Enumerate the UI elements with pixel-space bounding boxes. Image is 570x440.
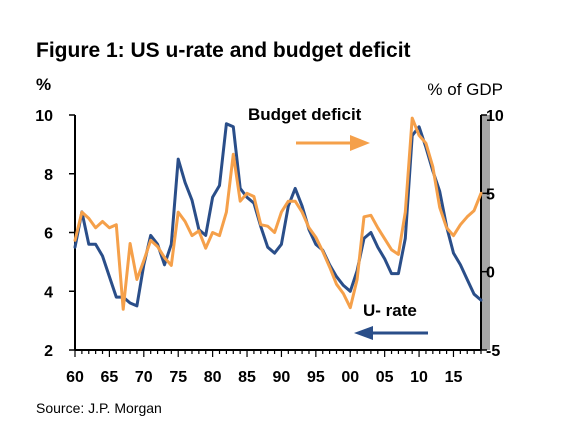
- left-tick-label: 2: [44, 343, 53, 360]
- annotation-budget-deficit-arrow: [296, 135, 370, 151]
- x-tick-label: 00: [341, 369, 359, 386]
- annotation-u-rate-arrow: [354, 326, 428, 340]
- right-tick-label: -5: [486, 343, 500, 360]
- left-tick-label: 6: [44, 226, 53, 243]
- x-tick-label: 90: [273, 369, 291, 386]
- left-tick-label: 4: [44, 284, 53, 301]
- x-tick-label: 95: [307, 369, 325, 386]
- x-tick-label: 10: [410, 369, 428, 386]
- series-line-u-rate: [73, 122, 483, 308]
- left-axis-unit: %: [36, 75, 51, 94]
- left-tick-label: 10: [35, 108, 53, 125]
- series-line-budget-deficit: [73, 116, 483, 311]
- x-tick-label: 60: [66, 369, 84, 386]
- x-tick-label: 05: [376, 369, 394, 386]
- annotation-u-rate: U- rate: [363, 301, 417, 320]
- right-tick-label: 5: [486, 186, 495, 203]
- x-tick-label: 65: [101, 369, 119, 386]
- left-tick-label: 8: [44, 167, 53, 184]
- chart-source: Source: J.P. Morgan: [36, 400, 162, 416]
- annotation-budget-deficit: Budget deficit: [248, 105, 362, 124]
- x-tick-label: 80: [204, 369, 222, 386]
- x-tick-label: 85: [238, 369, 256, 386]
- right-tick-label: 10: [486, 108, 504, 125]
- x-tick-label: 15: [445, 369, 463, 386]
- right-axis-unit: % of GDP: [427, 80, 503, 99]
- x-tick-label: 70: [135, 369, 153, 386]
- right-tick-label: 0: [486, 265, 495, 282]
- x-tick-label: 75: [169, 369, 187, 386]
- shaded-region: [482, 115, 490, 350]
- chart-title: Figure 1: US u-rate and budget deficit: [36, 39, 411, 62]
